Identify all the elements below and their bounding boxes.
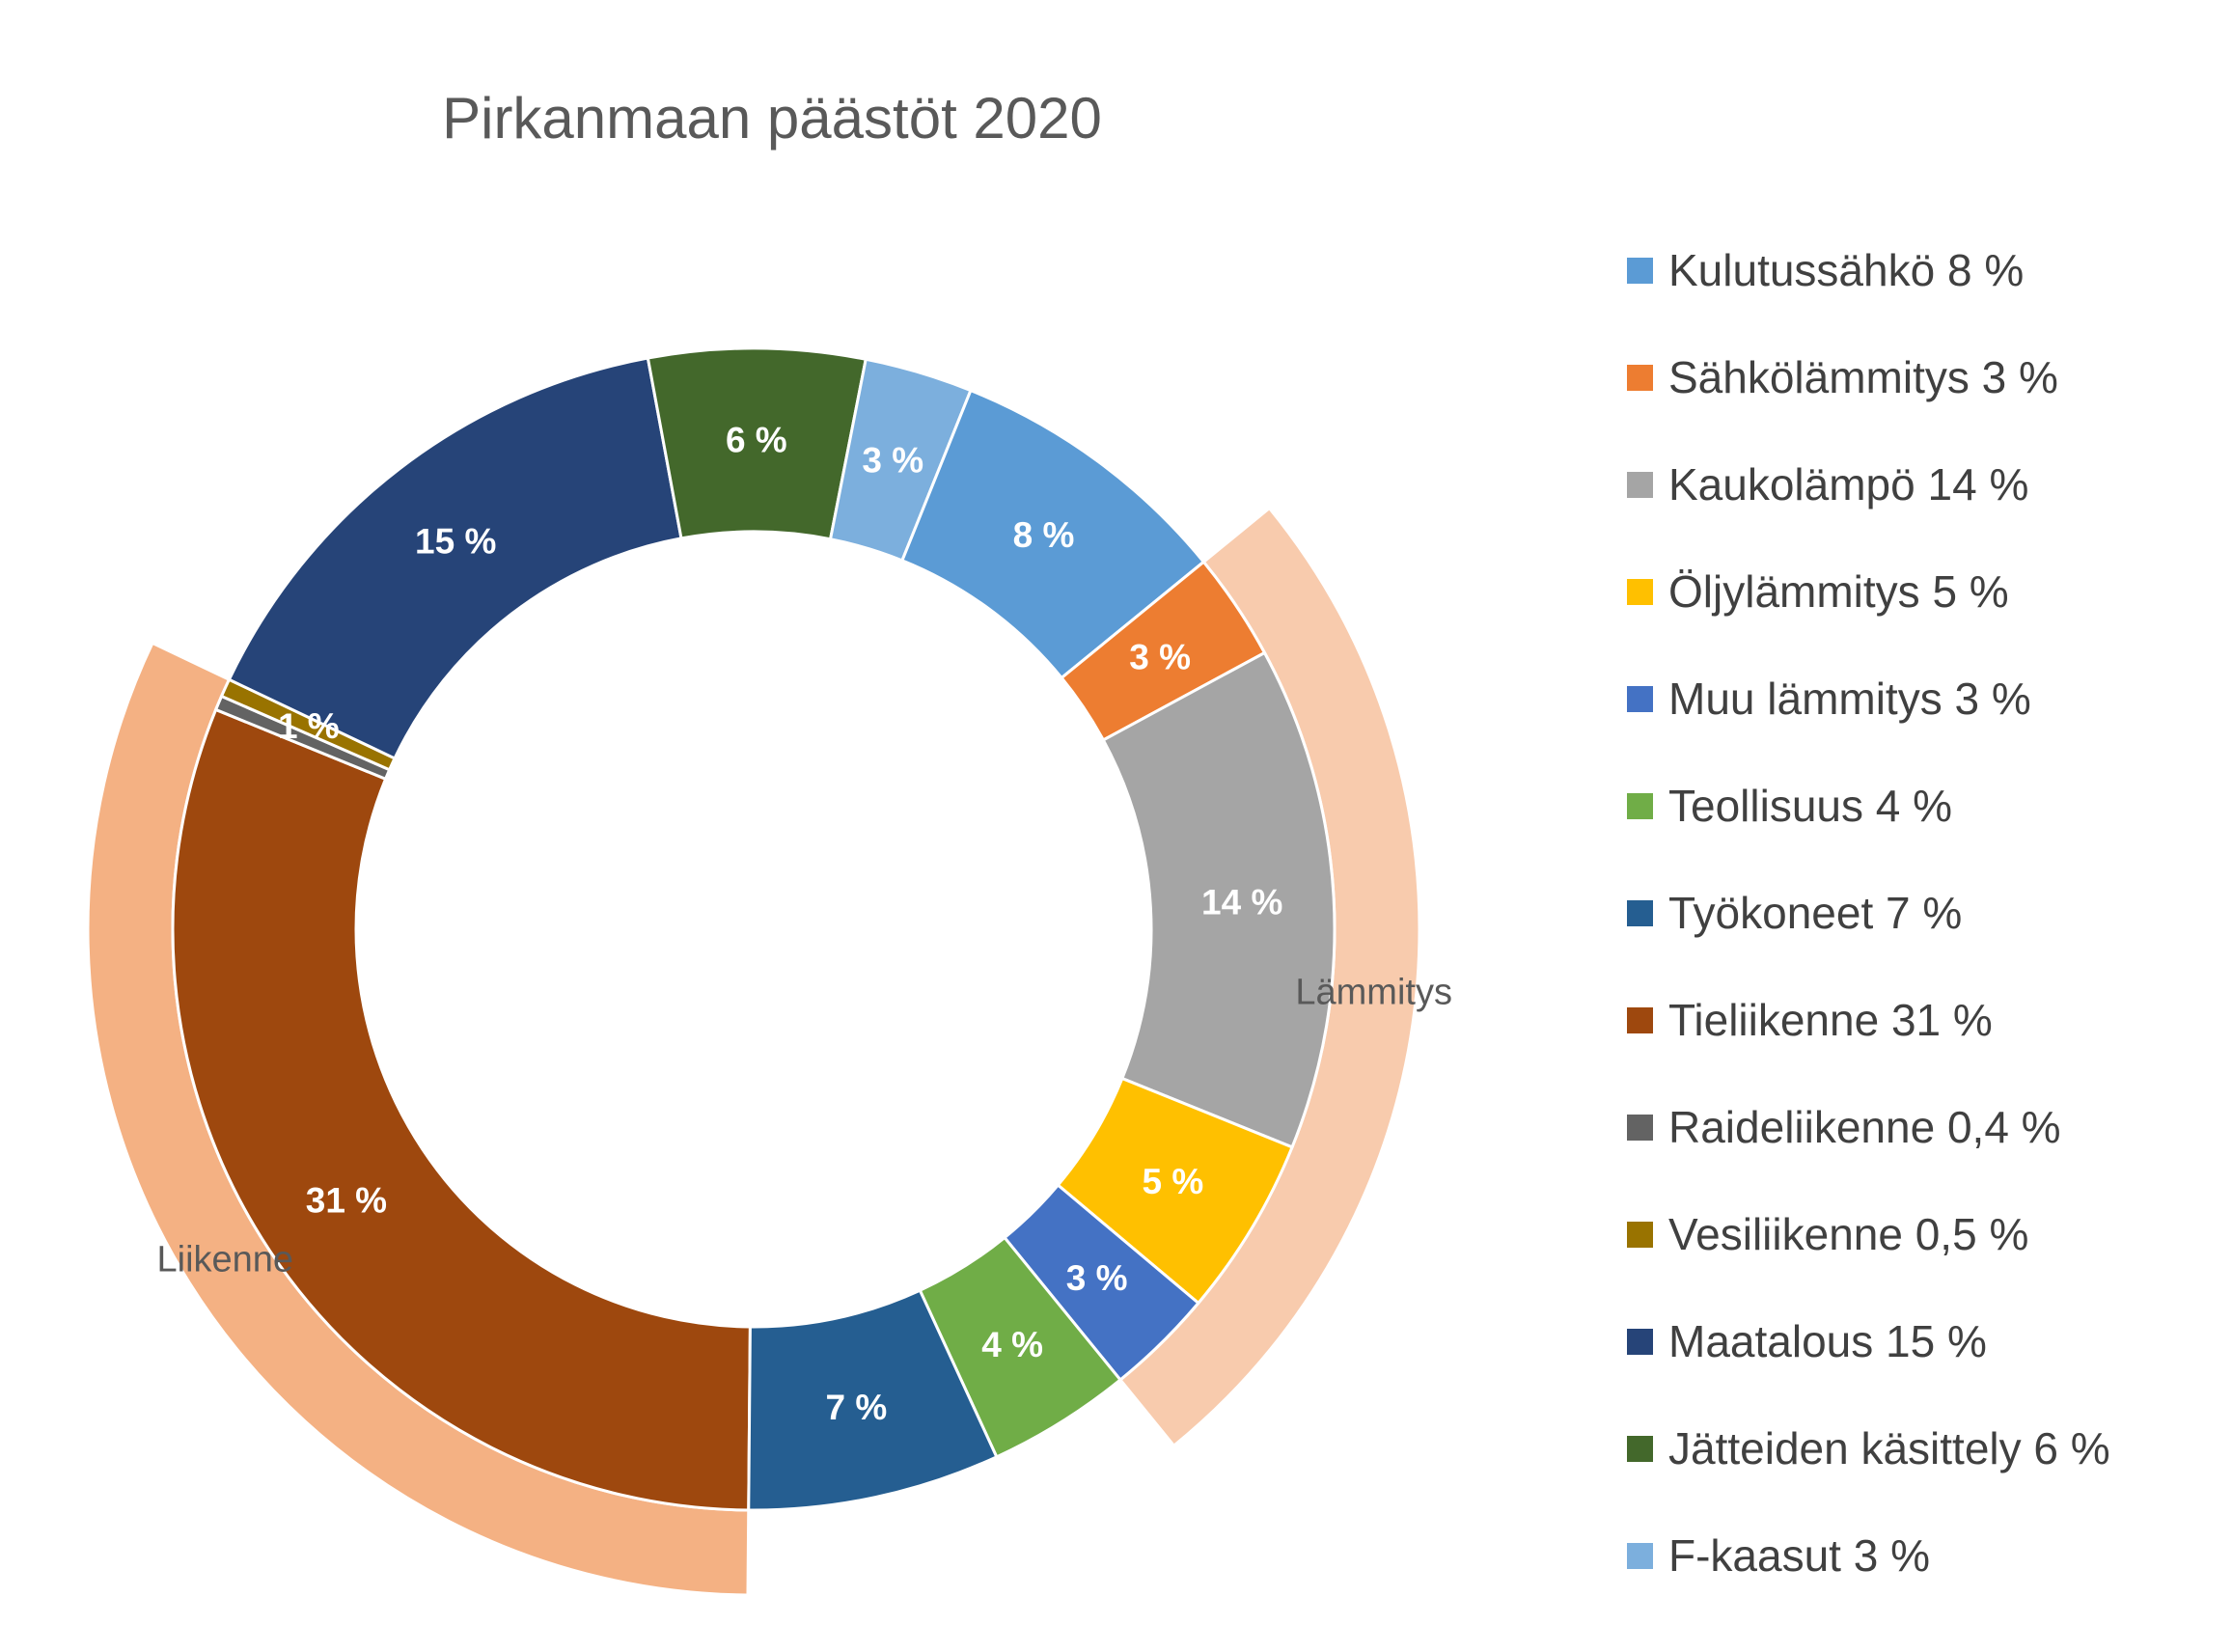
legend-label: Kulutussähkö 8 % [1668,245,2025,295]
legend-swatch [1627,578,1653,605]
legend-item-vesiliikenne: Vesiliikenne 0,5 % [1627,1205,2028,1263]
doughnut-chart: Lämmitys Liikenne 31 % 1 % 15 % 6 % 3 % 8 % 3 % 1… [86,346,1452,1597]
legend-swatch [1627,899,1653,926]
legend-swatch [1627,364,1653,391]
data-label-kaukolampo: 14 % [1201,882,1282,922]
legend-swatch [1627,1114,1653,1141]
legend-swatch [1627,685,1653,712]
legend-item-maatalous: Maatalous 15 % [1627,1312,1987,1370]
data-label-f-kaasut: 3 % [862,440,923,480]
data-label-sahkolammitys: 3 % [1129,637,1191,676]
legend-label: Tieliikenne 31 % [1668,995,1993,1045]
legend-label: F-kaasut 3 % [1668,1530,1930,1581]
legend-swatch [1627,471,1653,498]
slice-maatalous [227,356,683,760]
legend-item-tyokoneet: Työkoneet 7 % [1627,884,1962,942]
data-label-teollisuus: 4 % [981,1325,1043,1364]
chart-title: Pirkanmaan päästöt 2020 [442,86,1102,151]
legend-label: Muu lämmitys 3 % [1668,674,2031,724]
group-label-lammitys: Lämmitys [1295,972,1452,1012]
slice-tyokoneet [747,1288,999,1512]
legend-label: Kaukolämpö 14 % [1668,459,2029,509]
data-label-jatteiden-kasittely: 6 % [726,421,787,460]
legend-item-jatteiden-kasittely: Jätteiden käsittely 6 % [1627,1419,2110,1477]
data-label-tieliikenne: 31 % [306,1180,387,1220]
legend-item-raideliikenne: Raideliikenne 0,4 % [1627,1098,2061,1156]
legend-label: Jätteiden käsittely 6 % [1668,1423,2110,1473]
legend-item-muu-lammitys: Muu lämmitys 3 % [1627,670,2031,728]
data-label-oljylammitys: 5 % [1143,1162,1204,1201]
legend-item-teollisuus: Teollisuus 4 % [1627,777,1952,835]
legend-swatch [1627,792,1653,819]
legend-item-tieliikenne: Tieliikenne 31 % [1627,991,1993,1049]
data-label-kulutussahko: 8 % [1013,515,1075,555]
legend-swatch [1627,1221,1653,1248]
legend-label: Öljylämmitys 5 % [1668,566,2009,617]
legend-swatch [1627,1542,1653,1569]
legend-item-sahkolammitys: Sähkölämmitys 3 % [1627,348,2058,406]
slice-tieliikenne [171,707,752,1512]
legend-swatch [1627,257,1653,284]
legend-label: Työkoneet 7 % [1668,888,1963,938]
legend-item-kulutussahko: Kulutussähkö 8 % [1627,241,2024,299]
legend: Kulutussähkö 8 % Sähkölämmitys 3 % Kaukolä… [1627,0,2225,1652]
legend-label: Sähkölämmitys 3 % [1668,352,2058,402]
legend-swatch [1627,1435,1653,1462]
data-label-tyokoneet: 7 % [826,1388,888,1427]
slice-ring [171,346,1336,1512]
legend-label: Raideliikenne 0,4 % [1668,1102,2061,1152]
legend-swatch [1627,1328,1653,1355]
data-label-vesiliikenne: 1 % [278,706,340,746]
legend-item-f-kaasut: F-kaasut 3 % [1627,1527,1930,1584]
data-label-maatalous: 15 % [415,521,496,561]
legend-label: Maatalous 15 % [1668,1316,1987,1366]
legend-item-oljylammitys: Öljylämmitys 5 % [1627,563,2009,620]
legend-item-kaukolampo: Kaukolämpö 14 % [1627,455,2028,513]
group-label-liikenne: Liikenne [157,1240,294,1280]
legend-swatch [1627,1006,1653,1033]
legend-label: Vesiliikenne 0,5 % [1668,1209,2029,1259]
legend-label: Teollisuus 4 % [1668,781,1953,831]
data-label-muu-lammitys: 3 % [1066,1258,1128,1298]
data-labels: Lämmitys Liikenne 31 % 1 % 15 % 6 % 3 % 8 % 3 % 1… [157,421,1452,1428]
